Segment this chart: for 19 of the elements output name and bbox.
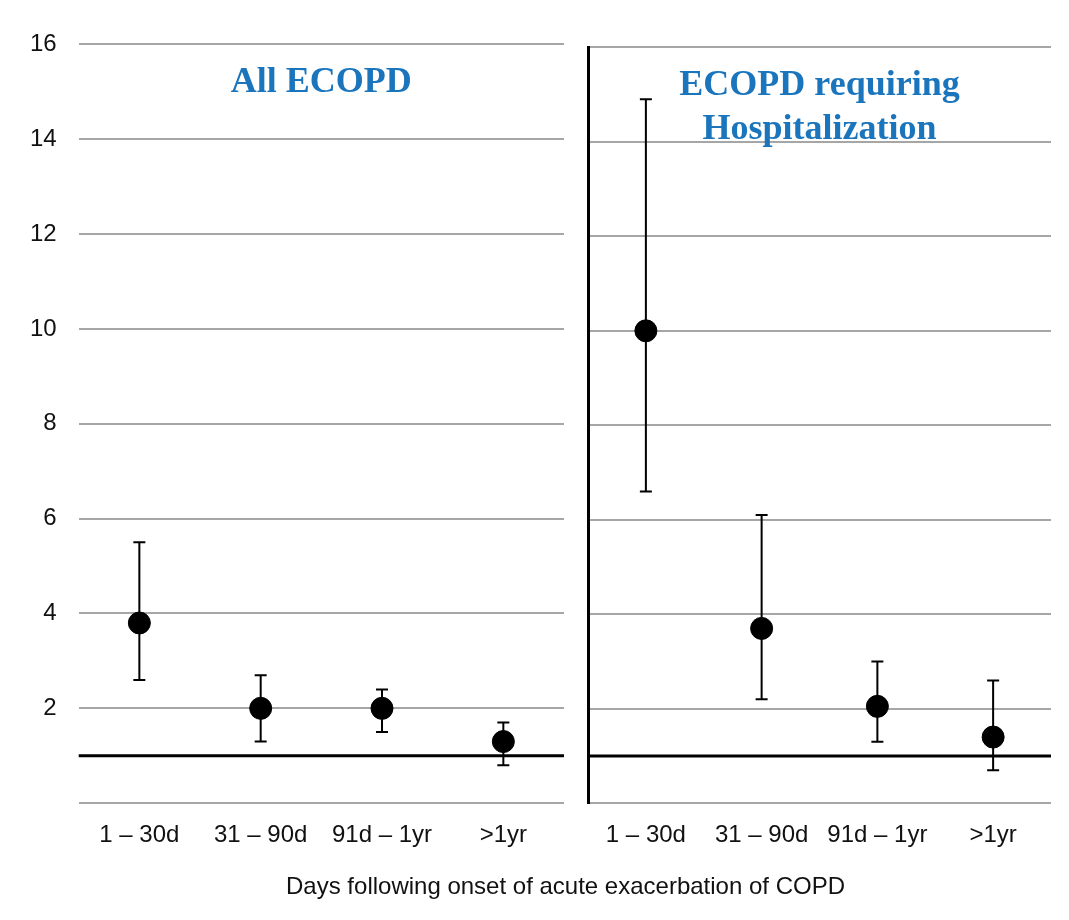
x-tick-label: 91d – 1yr	[827, 820, 928, 848]
x-tick-label: 31 – 90d	[714, 820, 809, 848]
x-tick-label: 91d – 1yr	[331, 820, 433, 848]
y-tick-label: 8	[43, 408, 57, 436]
y-tick-label: 6	[43, 503, 57, 531]
y-tick-label: 12	[29, 218, 57, 246]
x-axis-title: Days following onset of acute exacerbation of COPD	[285, 872, 846, 900]
y-tick-label: 10	[29, 313, 57, 341]
text: ECOPD requiring Hospitalization	[679, 62, 960, 147]
x-tick-label: >1yr	[479, 820, 528, 848]
y-tick-label: 4	[43, 598, 57, 626]
x-tick-label: 31 – 90d	[213, 820, 308, 848]
x-tick-label: 1 – 30d	[605, 820, 686, 848]
x-tick-label: >1yr	[969, 820, 1017, 848]
chart-title: All ECOPD	[230, 59, 412, 100]
y-tick-label: 14	[29, 123, 57, 151]
x-tick-label: 1 – 30d	[99, 820, 180, 848]
y-tick-label: 2	[43, 692, 57, 720]
y-tick-label: 16	[29, 29, 57, 57]
